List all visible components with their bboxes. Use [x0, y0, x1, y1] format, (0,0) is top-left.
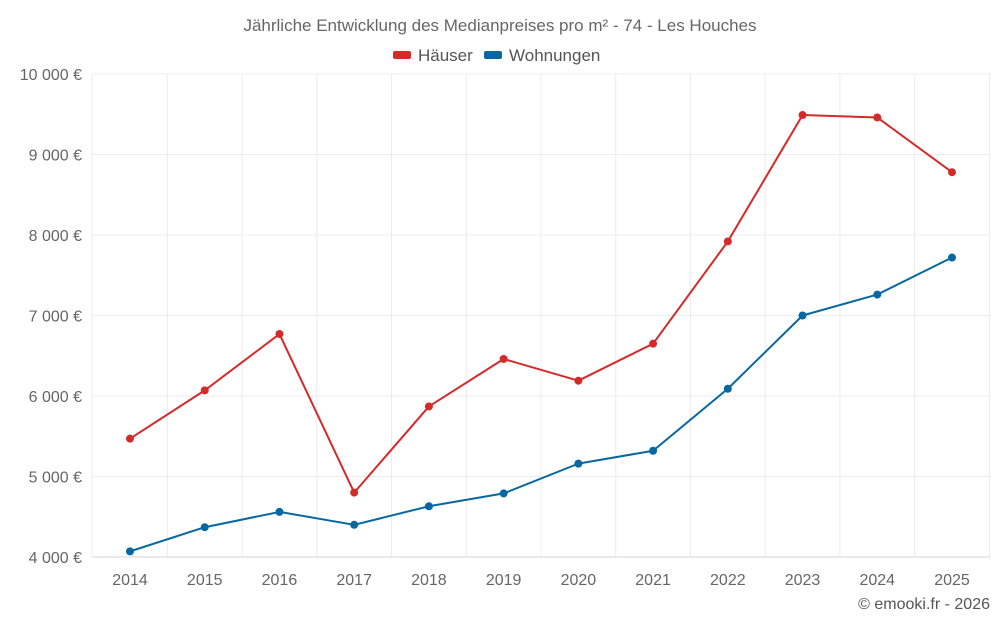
data-point-houses-2024[interactable]: [873, 113, 882, 122]
data-point-apartments-2017[interactable]: [350, 520, 359, 529]
data-point-apartments-2016[interactable]: [275, 507, 284, 516]
legend-label-apartments[interactable]: Wohnungen: [509, 46, 600, 65]
data-point-houses-2025[interactable]: [948, 168, 956, 177]
x-tick-label: 2019: [486, 572, 522, 589]
data-point-houses-2018[interactable]: [424, 402, 433, 411]
data-point-houses-2016[interactable]: [275, 330, 284, 339]
axes: 4 000 € 5 000 € 6 000 € 7 000 € 8 000 € 9 000…: [20, 67, 990, 589]
x-tick-label: 2017: [336, 572, 372, 589]
data-point-houses-2020[interactable]: [574, 376, 583, 385]
data-point-apartments-2018[interactable]: [424, 502, 433, 511]
x-tick-label: 2024: [859, 572, 895, 589]
data-point-houses-2014[interactable]: [126, 434, 134, 443]
data-point-houses-2015[interactable]: [200, 386, 209, 395]
credit-text: © emooki.fr - 2026: [858, 596, 990, 613]
data-point-apartments-2022[interactable]: [723, 384, 732, 393]
data-point-apartments-2024[interactable]: [873, 290, 882, 299]
data-point-houses-2021[interactable]: [649, 339, 658, 348]
data-point-apartments-2015[interactable]: [200, 523, 209, 532]
series-line-houses: [129, 114, 953, 494]
x-tick-label: 2020: [561, 572, 597, 589]
x-tick-label: 2022: [710, 572, 746, 589]
x-tick-label: 2014: [112, 572, 148, 589]
y-tick-label: 8 000 €: [29, 228, 82, 245]
legend-swatch-houses[interactable]: [393, 51, 411, 59]
data-point-houses-2023[interactable]: [798, 111, 807, 120]
x-tick-label: 2015: [187, 572, 223, 589]
data-point-apartments-2014[interactable]: [126, 547, 134, 556]
legend: Häuser Wohnungen: [393, 46, 600, 65]
data-point-apartments-2025[interactable]: [948, 253, 956, 262]
y-tick-label: 4 000 €: [29, 550, 82, 567]
chart-title: Jährliche Entwicklung des Medianpreises …: [243, 16, 756, 35]
legend-swatch-apartments[interactable]: [484, 51, 502, 59]
x-tick-label: 2018: [411, 572, 447, 589]
y-tick-label: 5 000 €: [29, 470, 82, 487]
y-tick-label: 9 000 €: [29, 148, 82, 165]
x-tick-label: 2025: [934, 572, 970, 589]
y-tick-label: 10 000 €: [20, 67, 82, 84]
y-tick-label: 7 000 €: [29, 309, 82, 326]
data-point-apartments-2019[interactable]: [499, 489, 508, 498]
x-tick-label: 2016: [262, 572, 298, 589]
data-point-apartments-2020[interactable]: [574, 459, 583, 468]
series-line-apartments: [129, 256, 953, 553]
data-point-houses-2022[interactable]: [723, 237, 732, 246]
series: [126, 111, 956, 556]
data-point-apartments-2021[interactable]: [649, 446, 658, 455]
x-tick-label: 2021: [635, 572, 671, 589]
legend-label-houses[interactable]: Häuser: [418, 46, 473, 65]
data-point-houses-2017[interactable]: [350, 488, 359, 497]
data-point-houses-2019[interactable]: [499, 354, 508, 363]
data-point-apartments-2023[interactable]: [798, 311, 807, 320]
x-tick-label: 2023: [785, 572, 821, 589]
grid: [91, 73, 990, 557]
y-tick-label: 6 000 €: [29, 389, 82, 406]
